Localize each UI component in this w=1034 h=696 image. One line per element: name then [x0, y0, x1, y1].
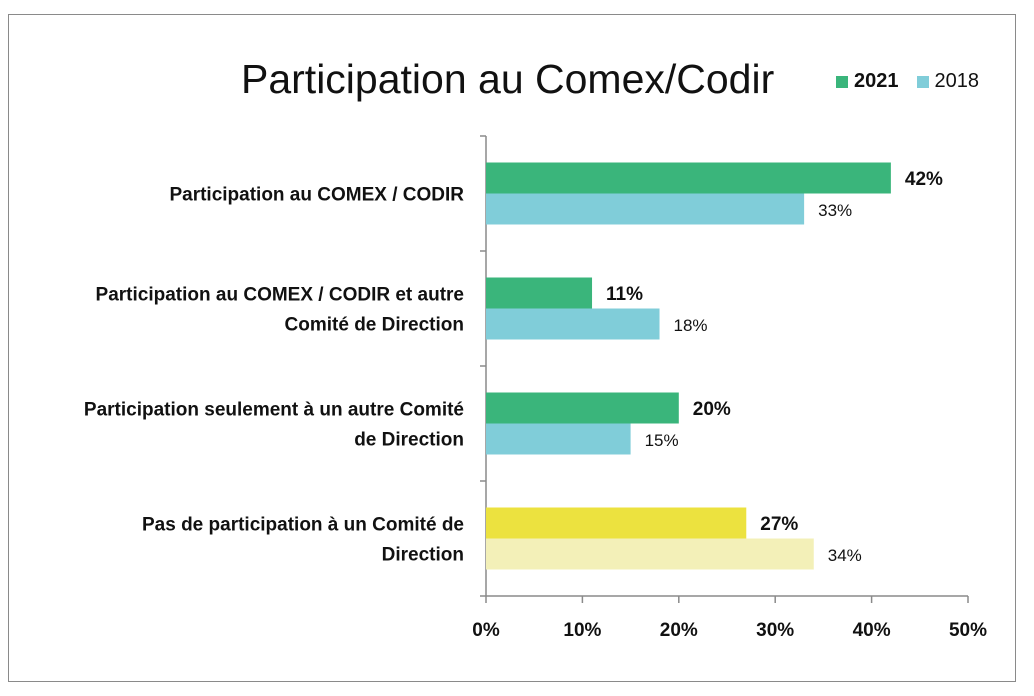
- category-label: Pas de participation à un Comité de: [142, 515, 464, 536]
- category-label: Participation au COMEX / CODIR: [169, 185, 464, 206]
- x-tick-label: 40%: [853, 620, 891, 641]
- category-label: Participation au COMEX / CODIR et autre: [96, 285, 464, 306]
- legend-label-2021: 2021: [854, 70, 899, 92]
- legend-item-2021: 2021: [836, 70, 899, 93]
- data-label-2021-3: 27%: [760, 514, 798, 535]
- bar-2021-2: [486, 392, 679, 424]
- legend-swatch-2018: [916, 75, 929, 88]
- bar-2021-1: [486, 277, 593, 309]
- bar-2018-0: [486, 193, 805, 225]
- x-tick-label: 50%: [949, 620, 987, 641]
- legend-item-2018: 2018: [916, 70, 980, 93]
- bar-2021-0: [486, 162, 891, 194]
- category-label: Comité de Direction: [285, 315, 464, 336]
- data-label-2021-2: 20%: [693, 399, 731, 420]
- legend-swatch-2021: [836, 75, 848, 88]
- x-tick-label: 10%: [563, 620, 601, 641]
- legend-label-2018: 2018: [934, 70, 980, 92]
- data-label-2018-3: 34%: [828, 546, 862, 565]
- bar-2018-1: [486, 308, 660, 340]
- bar-2018-2: [486, 423, 631, 455]
- data-label-2018-0: 33%: [818, 201, 852, 220]
- chart-title: Participation au Comex/Codir: [241, 56, 775, 102]
- chart-legend: 2021 2018: [836, 70, 997, 93]
- data-label-2018-1: 18%: [674, 316, 708, 335]
- bar-2021-3: [486, 507, 747, 539]
- data-label-2021-1: 11%: [606, 284, 643, 305]
- data-label-2021-0: 42%: [905, 169, 943, 190]
- category-label: Direction: [382, 545, 464, 566]
- x-tick-label: 20%: [660, 620, 698, 641]
- data-label-2018-2: 15%: [645, 431, 679, 450]
- chart-frame: [8, 14, 1016, 682]
- category-label: de Direction: [354, 430, 464, 451]
- x-tick-label: 30%: [756, 620, 794, 641]
- x-tick-label: 0%: [472, 620, 500, 641]
- bar-2018-3: [486, 538, 814, 570]
- category-label: Participation seulement à un autre Comit…: [84, 400, 464, 421]
